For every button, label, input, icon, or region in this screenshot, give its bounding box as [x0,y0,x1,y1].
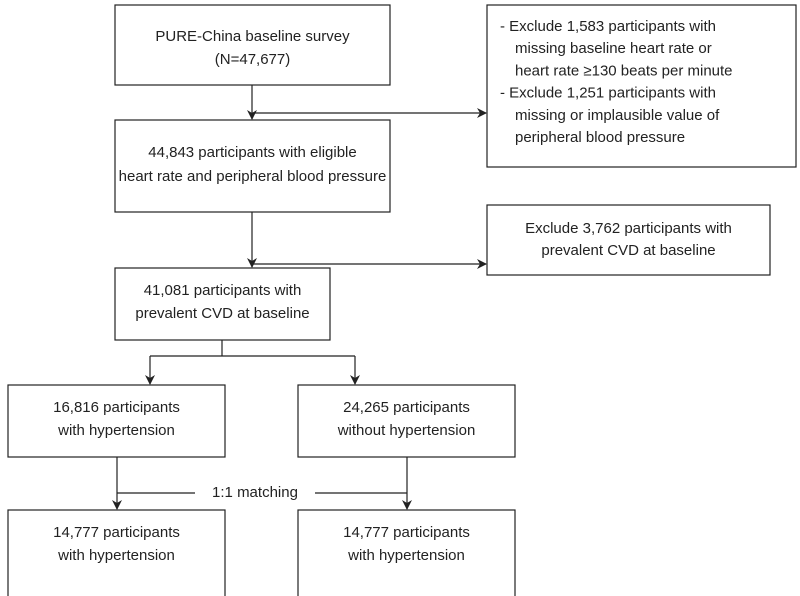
node-text: with hypertension [57,422,175,439]
node-text: 41,081 participants with [144,282,302,299]
node-box [114,267,331,341]
edge-label: 1:1 matching [212,484,298,501]
boxes: PURE-China baseline survey (N=47,677) - Ex… [7,4,797,596]
node-box [486,204,771,276]
node-box [486,4,797,168]
node-text: peripheral blood pressure [515,129,685,146]
node-box [114,4,391,86]
node-text: 14,777 participants [53,524,180,541]
node-text: - Exclude 1,583 participants with [500,18,716,35]
node-box [7,384,226,458]
node-text: without hypertension [337,422,476,439]
node-text: with hypertension [347,547,465,564]
node-text: with hypertension [57,547,175,564]
node-box [7,509,226,596]
node-box [297,509,516,596]
node-text: 16,816 participants [53,399,180,416]
node-text: missing baseline heart rate or [515,40,712,57]
node-box [297,384,516,458]
connectors: 1:1 matching [112,85,487,510]
node-box [114,119,391,213]
node-text: 24,265 participants [343,399,470,416]
node-text: (N=47,677) [215,51,290,68]
node-text: missing or implausible value of [515,107,720,124]
node-text: 14,777 participants [343,524,470,541]
node-text: 44,843 participants with eligible [148,144,356,161]
node-text: heart rate and peripheral blood pressure [119,168,387,185]
node-text: Exclude 3,762 participants with [525,220,732,237]
node-text: - Exclude 1,251 participants with [500,85,716,102]
node-text: heart rate ≥130 beats per minute [515,62,733,79]
node-text: PURE-China baseline survey [155,28,350,45]
node-text: prevalent CVD at baseline [135,305,309,322]
node-text: prevalent CVD at baseline [541,242,715,259]
